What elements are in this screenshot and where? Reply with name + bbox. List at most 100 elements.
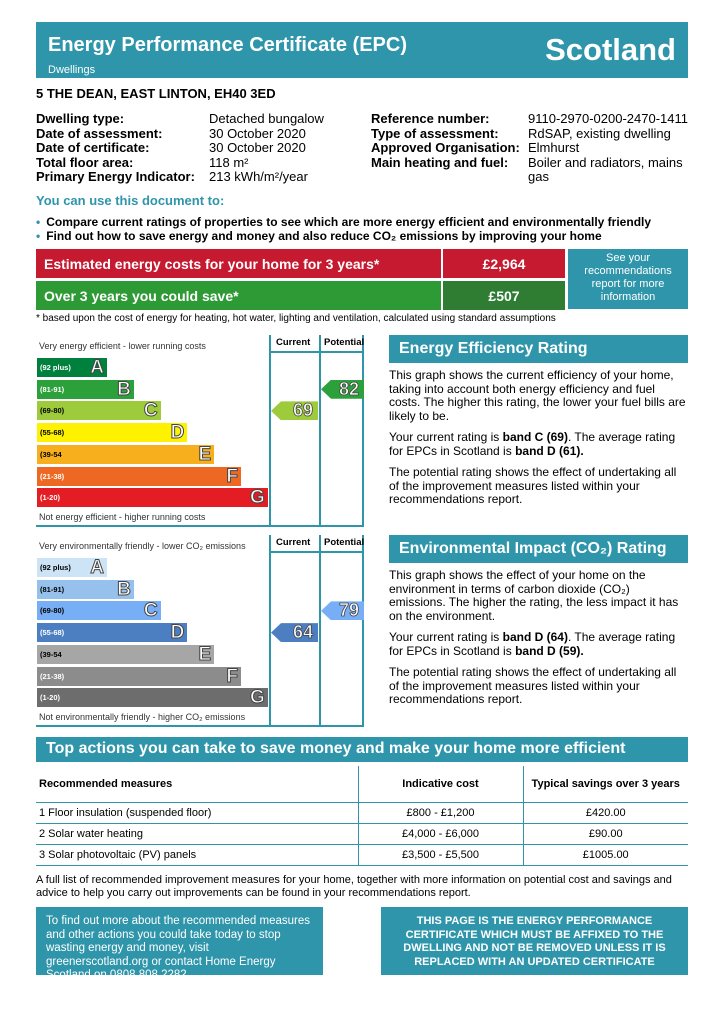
- bullet-item: • Compare current ratings of properties t…: [36, 215, 652, 229]
- eir-heading: Environmental Impact (CO₂) Rating: [389, 535, 688, 563]
- estimated-cost-value: £2,964: [443, 249, 565, 278]
- band-e-bar: (39-54 E: [37, 444, 215, 464]
- detail-value: 9110-2970-0200-2470-1411: [528, 111, 688, 126]
- eer-p1: This graph shows the current efficiency …: [389, 368, 686, 423]
- band-f-bar: (21-38) F: [37, 666, 241, 686]
- detail-row: Date of certificate: 30 October 2020: [36, 140, 369, 156]
- band-g-bar: (1-20) G: [37, 688, 268, 708]
- current-rating-arrow: 64: [271, 623, 318, 643]
- detail-label: Primary Energy Indicator:: [36, 169, 195, 184]
- bullet-text: Find out how to save energy and money an…: [46, 229, 602, 243]
- detail-value: 118 m²: [209, 154, 249, 170]
- detail-value: 213 kWh/m²/year: [209, 169, 308, 184]
- detail-label: Approved Organisation:: [371, 140, 520, 155]
- col-savings: Typical savings over 3 years: [522, 766, 688, 803]
- measure: 2 Solar water heating: [36, 823, 358, 845]
- header-banner: Energy Performance Certificate (EPC) Dwe…: [36, 22, 688, 78]
- savings-label: Over 3 years you could save*: [36, 281, 441, 310]
- savings: £420.00: [522, 802, 688, 824]
- cost: £800 - £1,200: [357, 802, 523, 824]
- band-a-bar: (92 plus) A: [37, 558, 107, 578]
- details-left: Dwelling type: Detached bungalow Date of a…: [36, 111, 369, 185]
- detail-value: 30 October 2020: [209, 125, 306, 141]
- savings: £1005.00: [522, 844, 688, 866]
- detail-row: Primary Energy Indicator: 213 kWh/m²/year: [36, 169, 369, 185]
- detail-label: Main heating and fuel:: [371, 154, 509, 170]
- potential-header: Potential: [324, 337, 365, 348]
- environmental-impact-chart: Current Potential Very environmentally f…: [36, 535, 364, 727]
- potential-rating-arrow: 79: [321, 601, 364, 621]
- bullet-text: Compare current ratings of properties to…: [46, 215, 652, 229]
- detail-value: 30 October 2020: [209, 140, 306, 155]
- chart-top-caption: Very energy efficient - lower running co…: [39, 341, 206, 351]
- potential-rating-arrow: 82: [321, 379, 364, 399]
- cost-footnote: * based upon the cost of energy for heat…: [36, 313, 556, 324]
- eer-p2: Your current rating is band C (69). The …: [389, 430, 676, 458]
- detail-value: RdSAP, existing dwelling: [528, 125, 671, 141]
- page-subtitle: Dwellings: [48, 64, 96, 76]
- detail-label: Dwelling type:: [36, 111, 125, 126]
- detail-row: Reference number: 9110-2970-0200-2470-141…: [371, 111, 688, 127]
- table-header-row: Recommended measures Indicative cost Typ…: [36, 766, 688, 803]
- affix-notice: THIS PAGE IS THE ENERGY PERFORMANCE CERT…: [381, 907, 688, 975]
- details-right: Reference number: 9110-2970-0200-2470-141…: [371, 111, 688, 185]
- band-b-bar: (81-91) B: [37, 579, 134, 599]
- current-rating-arrow: 69: [271, 401, 318, 421]
- detail-row: Approved Organisation: Elmhurst: [371, 140, 688, 156]
- actions-table: Recommended measures Indicative cost Typ…: [36, 766, 688, 866]
- band-b-bar: (81-91) B: [37, 379, 134, 399]
- col-cost: Indicative cost: [357, 766, 523, 803]
- eir-p3: The potential rating shows the effect of…: [389, 665, 677, 706]
- detail-value: Detached bungalow: [209, 111, 324, 126]
- savings-value: £507: [443, 281, 565, 310]
- detail-label: Date of assessment:: [36, 125, 163, 141]
- current-header: Current: [276, 337, 311, 348]
- eer-heading: Energy Efficiency Rating: [389, 335, 688, 363]
- chart-bottom-caption: Not energy efficient - higher running co…: [39, 512, 206, 522]
- see-recommendations-box: See your recommendations report for more…: [568, 249, 688, 309]
- use-heading: You can use this document to:: [36, 193, 225, 208]
- region-label: Scotland: [545, 32, 676, 67]
- page-title: Energy Performance Certificate (EPC): [48, 34, 408, 56]
- eir-text: This graph shows the effect of your home…: [389, 568, 688, 715]
- detail-value: Boiler and radiators, mains gas: [528, 154, 683, 184]
- eir-p2: Your current rating is band D (64). The …: [389, 630, 676, 658]
- band-f-bar: (21-38) F: [37, 466, 241, 486]
- detail-label: Type of assessment:: [371, 125, 499, 141]
- measure: 1 Floor insulation (suspended floor): [36, 802, 358, 824]
- table-row: 2 Solar water heating £4,000 - £6,000 £90.…: [36, 823, 688, 845]
- table-row: 1 Floor insulation (suspended floor) £800…: [36, 802, 688, 824]
- recommendations-note: A full list of recommended improvement m…: [36, 874, 672, 899]
- band-g-bar: (1-20) G: [37, 488, 268, 508]
- chart-bottom-caption: Not environmentally friendly - higher CO…: [39, 712, 246, 722]
- potential-header: Potential: [324, 537, 365, 548]
- property-address: 5 THE DEAN, EAST LINTON, EH40 3ED: [36, 86, 276, 101]
- detail-label: Date of certificate:: [36, 140, 150, 155]
- energy-efficiency-chart: Current Potential Very energy efficient …: [36, 335, 364, 527]
- detail-row: Type of assessment: RdSAP, existing dwell…: [371, 125, 688, 142]
- band-d-bar: (55-68) D: [37, 623, 188, 643]
- band-c-bar: (69-80) C: [37, 401, 161, 421]
- bullet-item: • Find out how to save energy and money a…: [36, 229, 602, 243]
- band-d-bar: (55-68) D: [37, 423, 188, 443]
- eer-p3: The potential rating shows the effect of…: [389, 465, 677, 506]
- estimated-cost-label: Estimated energy costs for your home for…: [36, 249, 441, 278]
- eir-p1: This graph shows the effect of your home…: [389, 568, 679, 623]
- col-measures: Recommended measures: [36, 766, 358, 803]
- eer-text: This graph shows the current efficiency …: [389, 368, 688, 515]
- cost: £4,000 - £6,000: [357, 823, 523, 845]
- detail-row: Dwelling type: Detached bungalow: [36, 111, 369, 127]
- table-row: 3 Solar photovoltaic (PV) panels £3,500 -…: [36, 844, 688, 866]
- cost: £3,500 - £5,500: [357, 844, 523, 866]
- band-a-bar: (92 plus) A: [37, 358, 107, 378]
- current-header: Current: [276, 537, 311, 548]
- detail-row: Main heating and fuel: Boiler and radiato…: [371, 154, 688, 185]
- detail-row: Total floor area: 118 m²: [36, 154, 369, 171]
- savings: £90.00: [522, 823, 688, 845]
- chart-top-caption: Very environmentally friendly - lower CO…: [39, 541, 246, 551]
- detail-label: Total floor area:: [36, 154, 134, 170]
- detail-value: Elmhurst: [528, 140, 580, 155]
- band-c-bar: (69-80) C: [37, 601, 161, 621]
- detail-row: Date of assessment: 30 October 2020: [36, 125, 369, 142]
- band-e-bar: (39-54 E: [37, 644, 215, 664]
